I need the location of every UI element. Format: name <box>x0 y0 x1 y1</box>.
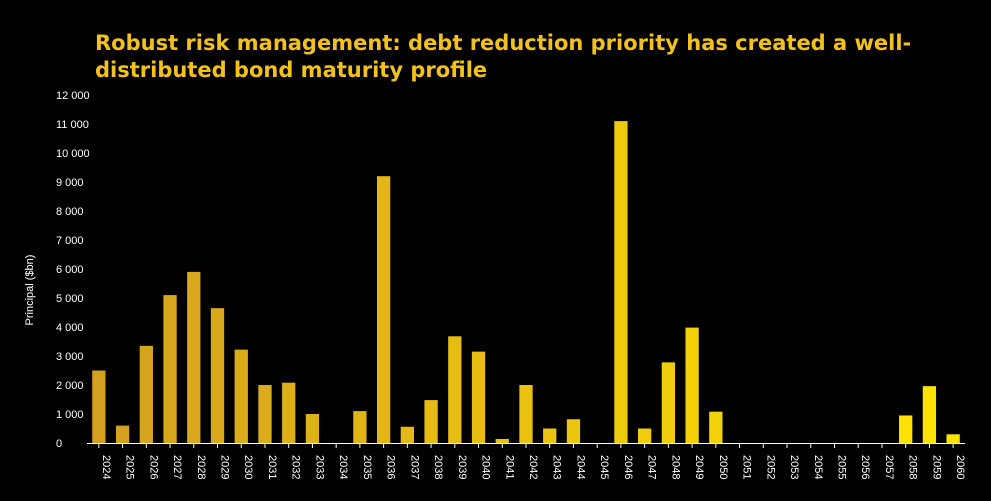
y-tick-label: 7 000 <box>56 235 84 247</box>
x-tick-label: 2035 <box>361 455 373 479</box>
bar-2031 <box>258 385 272 443</box>
bar-2048 <box>661 362 676 443</box>
x-tick-label: 2039 <box>456 455 468 479</box>
bar-2038 <box>424 400 438 443</box>
x-tick-label: 2028 <box>195 455 207 479</box>
bar-2036 <box>376 176 391 443</box>
y-tick-label: 8 000 <box>56 206 84 218</box>
bar-2028 <box>187 271 201 443</box>
y-tick-label: 4 000 <box>56 322 84 334</box>
bar-2027 <box>163 295 177 443</box>
x-tick-label: 2053 <box>788 455 800 479</box>
y-tick-label: 5 000 <box>56 293 84 305</box>
y-tick-label: 6 000 <box>56 264 84 276</box>
bar-2024 <box>92 370 106 443</box>
x-tick-label: 2051 <box>741 455 753 479</box>
y-tick-label: 3 000 <box>56 351 84 363</box>
x-tick-label: 2029 <box>219 455 231 479</box>
y-tick-label: 1 000 <box>56 409 84 421</box>
x-tick-label: 2040 <box>480 455 492 479</box>
y-tick-label: 12 000 <box>56 90 90 102</box>
bar-2046 <box>614 121 628 443</box>
x-tick-label: 2044 <box>574 455 586 479</box>
x-tick-label: 2050 <box>717 455 729 479</box>
x-tick-label: 2056 <box>859 455 871 479</box>
bar-2047 <box>638 428 652 443</box>
x-tick-label: 2025 <box>124 455 136 479</box>
x-tick-label: 2052 <box>764 455 776 479</box>
x-tick-label: 2054 <box>812 455 824 479</box>
y-tick-label: 10 000 <box>56 148 90 160</box>
x-tick-label: 2043 <box>551 455 563 479</box>
bar-2033 <box>305 414 320 443</box>
bar-2040 <box>471 351 486 443</box>
bar-2037 <box>400 426 414 443</box>
x-tick-label: 2030 <box>242 455 254 479</box>
bar-2041 <box>495 438 509 443</box>
x-tick-label: 2048 <box>669 455 681 479</box>
x-tick-label: 2033 <box>313 455 325 479</box>
x-tick-label: 2037 <box>408 455 420 479</box>
x-tick-label: 2055 <box>835 455 847 479</box>
y-tick-label: 9 000 <box>56 177 84 189</box>
chart-title: Robust risk management: debt reduction p… <box>95 31 912 82</box>
x-tick-label: 2027 <box>171 455 183 479</box>
x-tick-label: 2024 <box>100 455 112 479</box>
x-tick-label: 2036 <box>385 455 397 479</box>
x-tick-label: 2047 <box>646 455 658 479</box>
x-tick-label: 2058 <box>907 455 919 479</box>
bar-2049 <box>685 327 699 443</box>
x-tick-label: 2042 <box>527 455 539 479</box>
x-tick-label: 2045 <box>598 455 610 479</box>
x-tick-label: 2041 <box>503 455 515 479</box>
bar-2042 <box>519 385 533 443</box>
x-tick-label: 2059 <box>930 455 942 479</box>
y-tick-label: 0 <box>56 438 62 450</box>
x-tick-label: 2060 <box>954 455 966 479</box>
y-tick-label: 11 000 <box>56 119 89 131</box>
x-tick-label: 2032 <box>290 455 302 479</box>
x-tick-label: 2046 <box>622 455 634 479</box>
bar-2044 <box>566 419 581 443</box>
bar-2039 <box>448 336 462 443</box>
bar-2058 <box>899 415 913 443</box>
x-tick-label: 2057 <box>883 455 895 479</box>
bar-2026 <box>139 345 153 443</box>
bar-2050 <box>709 411 723 443</box>
bar-2059 <box>922 386 937 443</box>
bar-2035 <box>353 411 367 443</box>
bar-2043 <box>543 428 557 443</box>
x-tick-label: 2038 <box>432 455 444 479</box>
bar-2025 <box>115 425 130 443</box>
x-tick-label: 2049 <box>693 455 705 479</box>
bar-2030 <box>234 349 248 443</box>
bar-2032 <box>282 382 296 443</box>
x-tick-label: 2026 <box>147 455 159 479</box>
y-tick-label: 2 000 <box>56 380 84 392</box>
x-tick-label: 2034 <box>337 455 349 479</box>
bar-2029 <box>210 308 225 443</box>
x-tick-label: 2031 <box>266 455 278 479</box>
bar-2060 <box>946 434 960 443</box>
